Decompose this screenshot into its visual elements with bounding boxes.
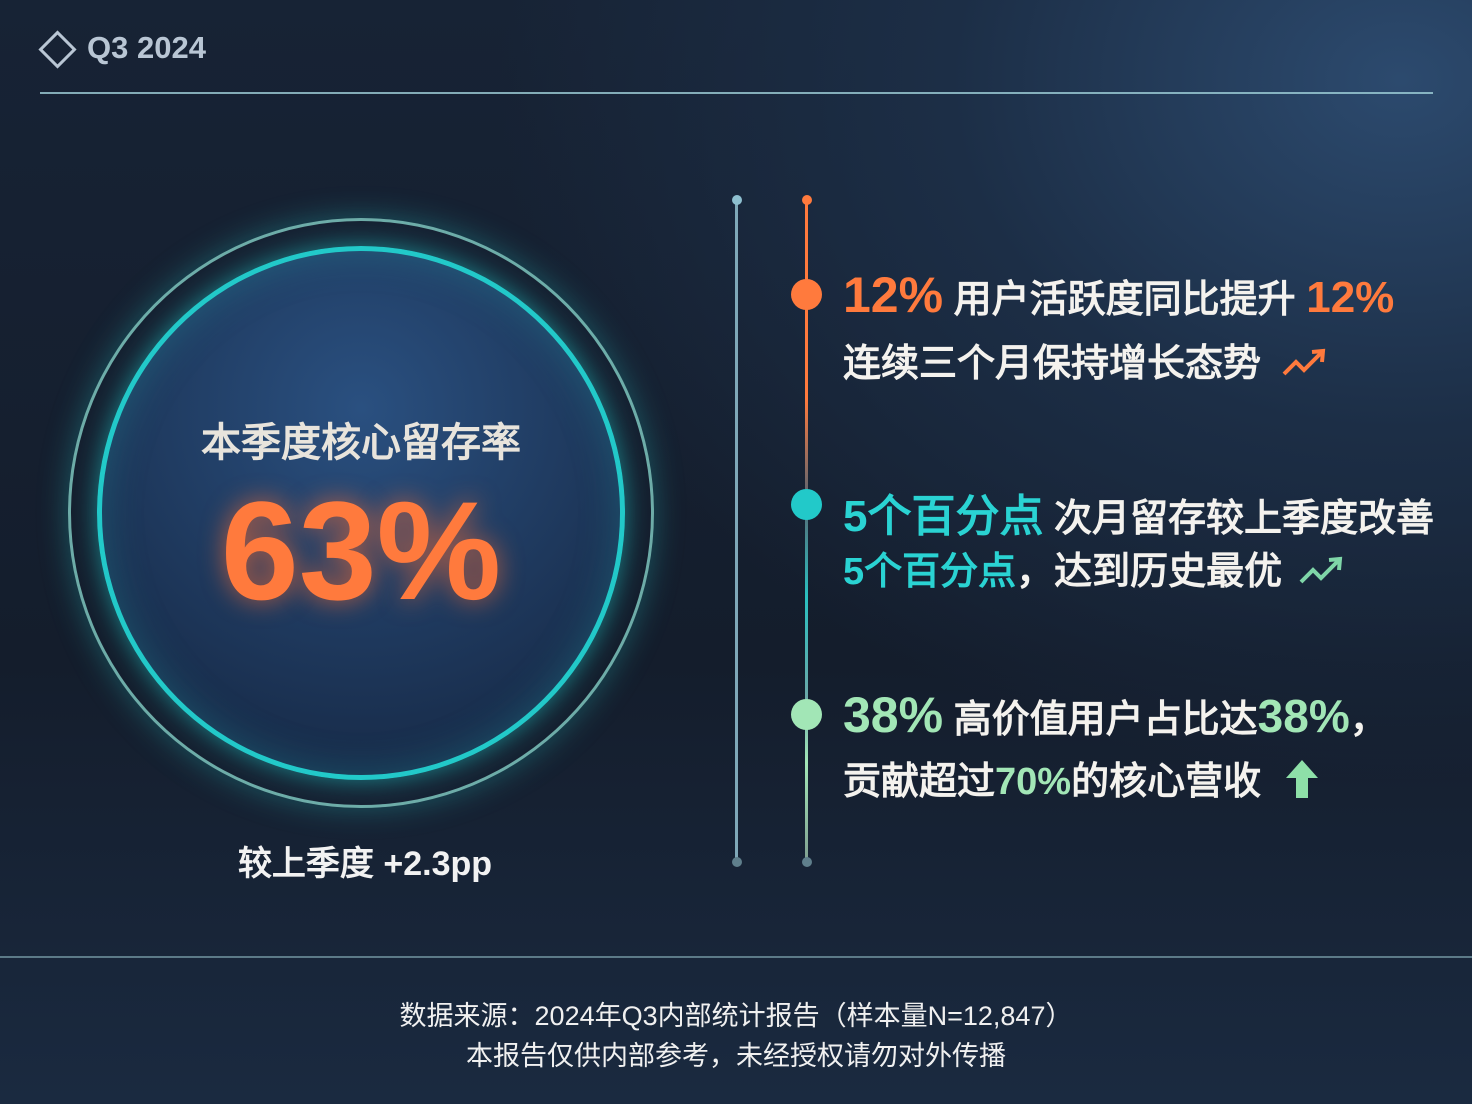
highlight-2-number-inline: 5个百分点 <box>843 551 1017 593</box>
kpi-value: 63% <box>220 472 502 629</box>
highlight-3-number: 38% <box>843 687 944 743</box>
timeline-right-top-cap <box>802 195 812 205</box>
footer-divider <box>0 956 1472 958</box>
header-divider <box>40 92 1433 94</box>
timeline-dot-green <box>791 699 822 730</box>
highlight-1-line-2: 连续三个月保持增长态势 <box>843 332 1330 387</box>
footer-disclaimer: 本报告仅供内部参考，未经授权请勿对外传播 <box>466 1041 1006 1071</box>
highlight-3-line-2: 贡献超过70%的核心营收 <box>843 750 1322 805</box>
highlight-2-line-2: 5个百分点，达到历史最优 <box>843 540 1347 595</box>
highlight-1-number-inline: 12% <box>1306 273 1395 322</box>
highlight-1-text: 用户活跃度同比提升 <box>953 279 1296 321</box>
timeline-right-line <box>805 200 808 862</box>
timeline-dot-orange <box>791 279 822 310</box>
highlight-2-text: 次月留存较上季度改善 <box>1054 498 1435 540</box>
highlight-1-line-1: 12% 用户活跃度同比提升 12% <box>843 266 1394 324</box>
highlight-2-subtext: ，达到历史最优 <box>1016 551 1283 593</box>
highlight-3-number-inline: 38% <box>1257 690 1350 742</box>
header-title: Q3 2024 <box>87 30 206 65</box>
timeline-left-bottom-cap <box>732 857 742 867</box>
timeline-left-top-cap <box>732 195 742 205</box>
highlight-2-number: 5个百分点 <box>843 492 1044 541</box>
timeline-dot-teal <box>791 489 822 520</box>
highlight-3-text: 高价值用户占比达 <box>953 699 1258 741</box>
kpi-label: 本季度核心留存率 <box>201 421 521 465</box>
highlight-3-revenue-share: 70% <box>995 761 1072 803</box>
kpi-delta: 较上季度 +2.3pp <box>237 845 493 883</box>
arrow-up-icon <box>1285 760 1318 798</box>
trend-up-icon <box>1282 348 1325 376</box>
highlight-3-subtext-a: 贡献超过 <box>843 761 996 803</box>
timeline-right-bottom-cap <box>802 857 812 867</box>
diamond-icon <box>38 30 77 69</box>
highlight-2-line-1: 5个百分点 次月留存较上季度改善 <box>843 480 1434 544</box>
highlight-1-number: 12% <box>843 267 944 323</box>
timeline-left-line <box>735 200 738 862</box>
footer-source: 数据来源：2024年Q3内部统计报告（样本量N=12,847） <box>399 1001 1073 1031</box>
highlight-1-subtext: 连续三个月保持增长态势 <box>843 343 1262 385</box>
inner-ring <box>97 246 625 780</box>
highlight-3-line-1: 38% 高价值用户占比达38%， <box>843 686 1388 744</box>
outer-ring <box>68 218 654 808</box>
trend-up-icon <box>1299 556 1342 584</box>
highlight-3-subtext-b: 的核心营收 <box>1071 761 1262 803</box>
highlight-3-comma: ， <box>1349 699 1388 741</box>
